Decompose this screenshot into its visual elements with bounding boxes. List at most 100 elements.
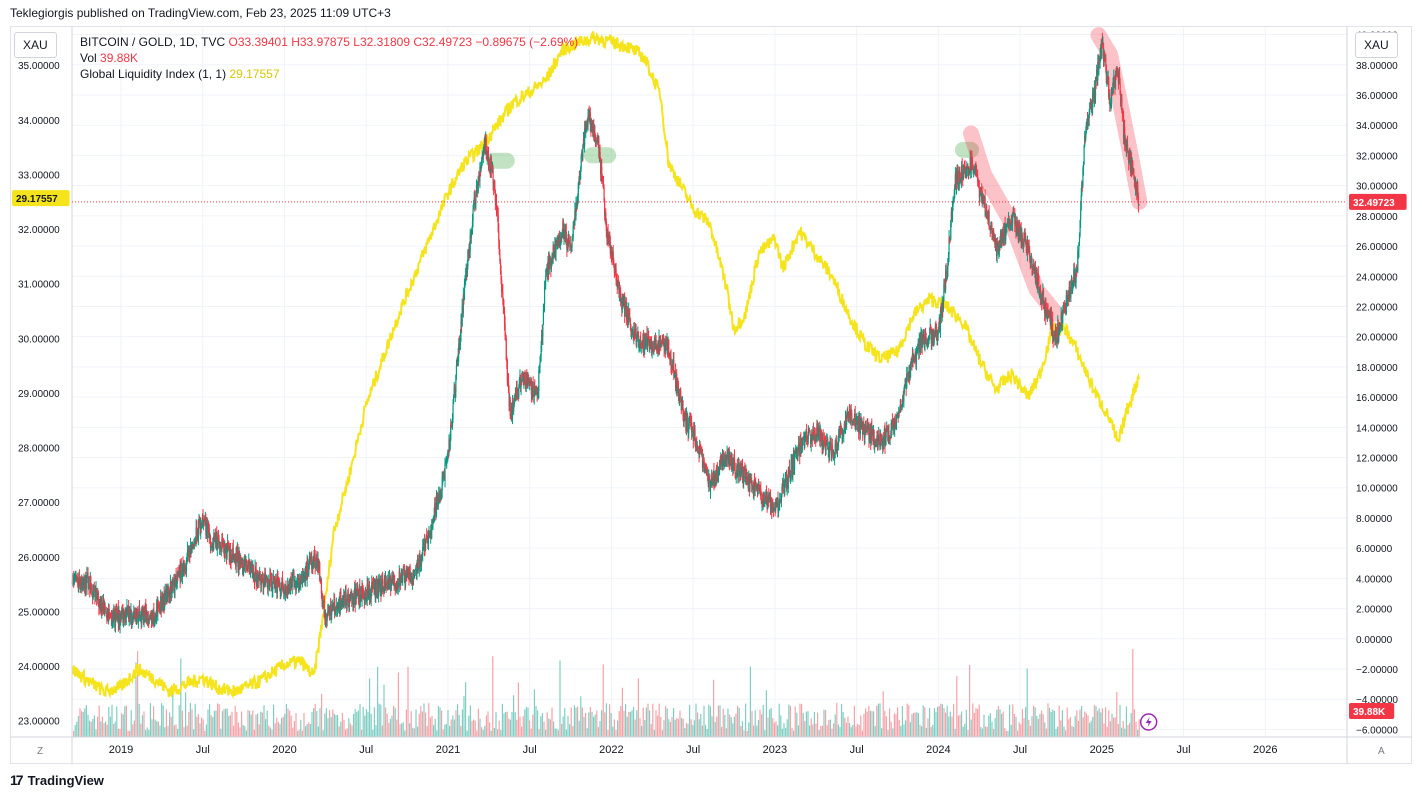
candle-body (1117, 74, 1119, 76)
volume-bar (1045, 728, 1047, 737)
volume-bar (153, 706, 155, 737)
candle-body (341, 602, 343, 604)
candle-body (617, 281, 619, 285)
volume-bar (589, 707, 591, 737)
volume-bar (76, 721, 78, 737)
volume-bar (756, 725, 758, 737)
candle-body (177, 574, 179, 576)
candle-body (784, 483, 786, 493)
auto-scale-button[interactable]: A (1378, 746, 1385, 757)
volume-bar (807, 711, 809, 737)
volume-bar (482, 729, 484, 737)
candle-body (892, 421, 894, 428)
volume-bar (706, 729, 708, 737)
candle-body (971, 163, 974, 167)
volume-bar (297, 730, 299, 737)
candle-body (961, 164, 963, 178)
volume-bar (157, 721, 159, 737)
volume-bar (975, 708, 977, 737)
candle-body (577, 183, 579, 197)
volume-bar (713, 679, 715, 737)
volume-bar (401, 723, 403, 737)
right-axis-tick-label: 18.00000 (1356, 363, 1398, 374)
candle-body (424, 539, 427, 551)
candle-body (754, 482, 756, 491)
volume-bar (708, 704, 710, 737)
volume-bar (202, 719, 204, 737)
candle-body (372, 583, 375, 586)
candle-body (979, 187, 982, 196)
candle-body (798, 443, 800, 451)
volume-bar (673, 708, 675, 737)
candle-body (877, 439, 879, 448)
volume-bar (617, 720, 619, 737)
candle-body (958, 184, 960, 186)
candle-body (559, 239, 562, 245)
volume-bar (548, 718, 550, 737)
candle-body (119, 617, 121, 626)
volume-bar (396, 719, 398, 737)
candle-body (641, 343, 643, 346)
volume-bar (516, 719, 518, 737)
zoom-button[interactable]: Z (37, 746, 44, 757)
candle-body (246, 567, 248, 569)
candle-body (1085, 122, 1087, 132)
volume-bar (1031, 716, 1033, 737)
volume-bar (797, 725, 799, 737)
volume-bar (625, 704, 627, 737)
right-symbol-button[interactable]: XAU (1355, 32, 1398, 58)
volume-bar (709, 706, 711, 737)
candle-body (359, 586, 361, 603)
candle-body (691, 427, 693, 433)
volume-bar (316, 711, 318, 737)
x-axis-tick-label: 2022 (599, 744, 623, 756)
volume-bar (761, 714, 763, 737)
candle-body (431, 519, 433, 532)
left-symbol-button[interactable]: XAU (14, 32, 57, 58)
candle-body (271, 580, 273, 591)
volume-bar (903, 724, 905, 737)
volume-bar (879, 703, 881, 737)
volume-bar (397, 672, 399, 737)
volume-bar (861, 730, 863, 737)
candle-body (609, 234, 611, 242)
volume-bar (503, 713, 505, 737)
candle-body (859, 425, 861, 435)
volume-bar (850, 727, 852, 737)
right-axis-tick-label: 6.00000 (1356, 544, 1393, 555)
candle-body (934, 326, 936, 338)
candle-body (709, 483, 712, 491)
candle-body (260, 576, 262, 585)
candle-body (763, 492, 765, 505)
volume-bar (852, 724, 854, 737)
volume-bar (541, 713, 543, 737)
candle-body (743, 466, 745, 484)
volume-bar (418, 713, 420, 737)
candle-body (534, 389, 537, 393)
candle-body (446, 457, 448, 460)
candle-body (245, 560, 248, 568)
candle-body (930, 326, 932, 330)
candle-body (218, 537, 220, 547)
volume-bar (117, 728, 119, 737)
candle-body (413, 576, 415, 579)
volume-bar (92, 719, 94, 737)
volume-bar (1101, 708, 1103, 737)
volume-bar (967, 730, 969, 737)
candle-body (576, 203, 578, 209)
volume-bar (556, 728, 558, 737)
candle-body (233, 555, 235, 558)
volume-bar (170, 716, 172, 737)
candle-body (449, 439, 451, 450)
tradingview-logo-icon: 17 (10, 772, 24, 788)
candle-body (520, 379, 522, 388)
volume-bar (383, 684, 385, 737)
candle-body (380, 586, 383, 596)
volume-bar (447, 709, 449, 737)
candle-body (346, 599, 348, 606)
candle-body (184, 563, 186, 572)
candle-body (347, 593, 349, 601)
volume-bar (1085, 713, 1087, 737)
candle-body (927, 344, 929, 346)
